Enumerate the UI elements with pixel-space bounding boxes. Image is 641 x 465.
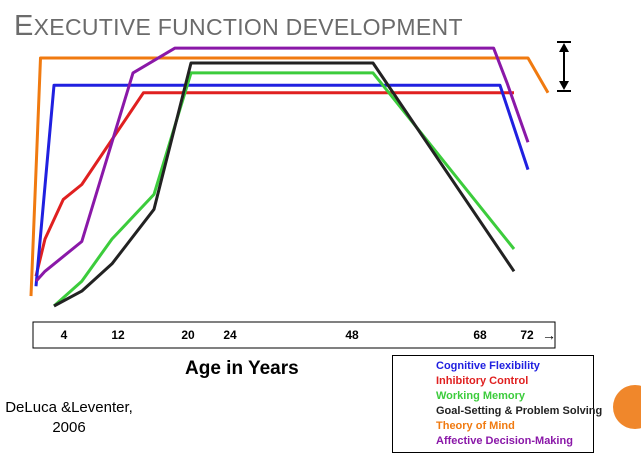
series-line-working-memory xyxy=(53,71,516,308)
citation-authors: DeLuca &Leventer, xyxy=(5,399,133,416)
legend-entry: Inhibitory Control xyxy=(436,375,529,387)
x-tick-label: 4 xyxy=(61,328,68,342)
page-title: EXECUTIVE FUNCTION DEVELOPMENT xyxy=(14,10,463,42)
variability-arrow-down-head xyxy=(559,81,569,90)
legend-entry: Affective Decision-Making xyxy=(436,435,573,447)
variability-arrow-icon xyxy=(557,41,571,92)
legend: Cognitive Flexibility Inhibitory Control… xyxy=(392,355,602,453)
legend-entry: Cognitive Flexibility xyxy=(436,360,540,372)
x-tick-label: 20 xyxy=(181,328,195,342)
legend-entry: Working Memory xyxy=(436,390,526,402)
citation: DeLuca &Leventer, 2006 xyxy=(0,398,144,438)
x-axis-arrow-icon: → xyxy=(542,327,556,343)
x-axis-label: Age in Years xyxy=(185,358,299,379)
x-tick-label: 68 xyxy=(473,328,487,342)
variability-arrow-up-head xyxy=(559,43,569,52)
series-line-affective-decision-making xyxy=(34,46,530,283)
legend-entry: Theory of Mind xyxy=(436,420,515,432)
x-tick-label: 72 xyxy=(520,328,534,342)
x-tick-label: 24 xyxy=(223,328,237,342)
series-line-goal-setting-problem-solving xyxy=(53,61,516,308)
series-line-cognitive-flexibility xyxy=(34,83,530,287)
series-line-inhibitory-control xyxy=(34,91,514,277)
legend-entry: Goal-Setting & Problem Solving xyxy=(436,405,603,417)
x-tick-label: 12 xyxy=(111,328,125,342)
series-line-theory-of-mind xyxy=(29,56,550,297)
x-tick-label: 48 xyxy=(345,328,359,342)
slide-decoration-dot xyxy=(613,385,641,429)
citation-year: 2006 xyxy=(52,419,86,436)
x-axis-box xyxy=(32,321,556,349)
